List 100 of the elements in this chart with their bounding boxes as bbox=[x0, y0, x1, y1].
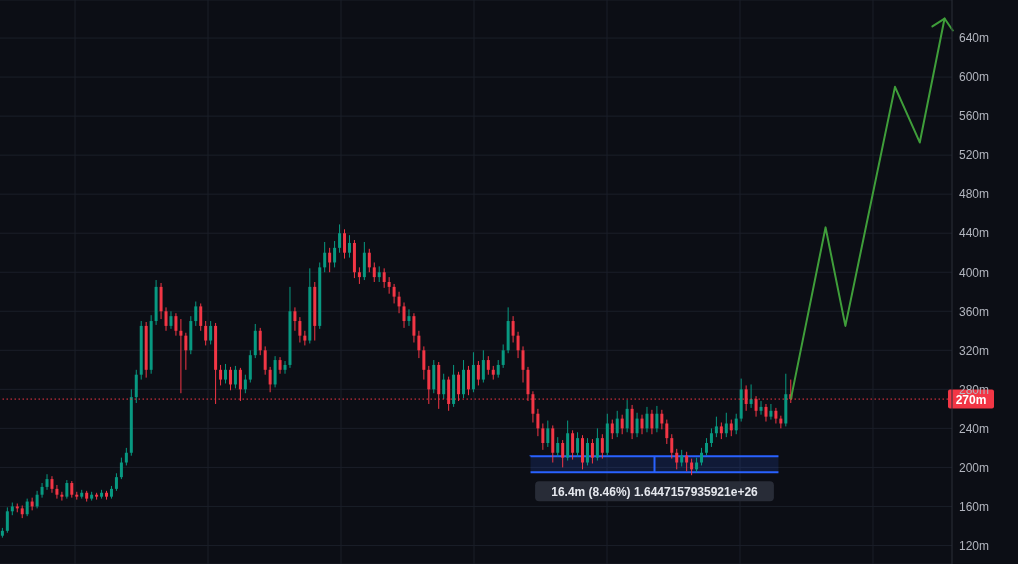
candlestick bbox=[224, 363, 228, 384]
candlestick bbox=[585, 437, 589, 466]
candlestick bbox=[650, 409, 654, 435]
candlestick bbox=[367, 248, 371, 273]
candlestick bbox=[709, 427, 713, 448]
y-tick-label: 480m bbox=[959, 187, 990, 202]
candlestick bbox=[283, 360, 287, 375]
candlestick bbox=[675, 448, 679, 470]
y-tick-label: 240m bbox=[959, 421, 990, 436]
candlestick bbox=[328, 247, 332, 273]
candlestick bbox=[665, 419, 669, 445]
candlestick bbox=[209, 320, 213, 345]
candlestick bbox=[486, 355, 490, 376]
candlestick bbox=[333, 240, 337, 268]
y-tick-label: 600m bbox=[959, 70, 990, 85]
candlestick bbox=[645, 406, 649, 433]
candlestick bbox=[511, 315, 515, 343]
candlestick bbox=[164, 306, 168, 332]
candlestick bbox=[194, 301, 198, 327]
candlestick bbox=[263, 345, 267, 376]
y-tick-label: 320m bbox=[959, 343, 990, 358]
candlestick bbox=[243, 374, 247, 394]
candlestick bbox=[610, 419, 614, 440]
candlestick bbox=[338, 223, 342, 254]
candlestick bbox=[298, 316, 302, 343]
candlestick bbox=[590, 438, 594, 464]
candlestick bbox=[382, 267, 386, 289]
candlestick bbox=[561, 439, 565, 468]
candlestick bbox=[392, 283, 396, 304]
candlestick bbox=[541, 422, 545, 451]
candlestick bbox=[174, 312, 178, 337]
candlestick bbox=[60, 491, 64, 502]
candlestick bbox=[466, 365, 470, 396]
candlestick bbox=[615, 410, 619, 438]
candlestick bbox=[759, 400, 763, 416]
candlestick bbox=[372, 261, 376, 283]
candlestick bbox=[422, 345, 426, 381]
candlestick bbox=[476, 360, 480, 386]
candlestick bbox=[734, 413, 738, 435]
candlestick bbox=[521, 345, 525, 384]
candlestick bbox=[501, 343, 505, 369]
candlestick bbox=[387, 276, 391, 295]
candlestick bbox=[184, 332, 188, 371]
candlestick bbox=[556, 436, 560, 458]
candlestick bbox=[516, 331, 520, 359]
candlestick bbox=[293, 306, 297, 332]
candlestick bbox=[576, 431, 580, 458]
y-tick-label: 200m bbox=[959, 460, 990, 475]
candlestick bbox=[620, 414, 624, 435]
candlestick bbox=[546, 420, 550, 448]
candlestick bbox=[481, 349, 485, 384]
candlestick bbox=[571, 429, 575, 461]
candlestick bbox=[134, 369, 138, 404]
candlestick bbox=[233, 365, 237, 389]
y-tick-label: 520m bbox=[959, 148, 990, 163]
y-tick-label: 400m bbox=[959, 265, 990, 280]
legend-label: 16.4m (8.46%) 1.6447157935921e+26 bbox=[551, 484, 759, 499]
candlestick bbox=[407, 308, 411, 327]
candlestick bbox=[258, 327, 262, 356]
candlestick bbox=[204, 320, 208, 346]
candlestick bbox=[442, 373, 446, 400]
y-tick-label: 160m bbox=[959, 499, 990, 514]
candlestick bbox=[412, 312, 416, 343]
candlestick bbox=[397, 291, 401, 314]
candlestick bbox=[40, 482, 44, 499]
candlestick bbox=[595, 427, 599, 462]
candlestick bbox=[228, 366, 232, 391]
candlestick bbox=[640, 414, 644, 435]
candlestick bbox=[119, 457, 123, 480]
candlestick bbox=[685, 451, 689, 472]
candlestick bbox=[179, 318, 183, 394]
candlestick bbox=[655, 405, 659, 433]
candlestick bbox=[268, 366, 272, 393]
y-tick-label: 120m bbox=[959, 538, 990, 553]
y-tick-label: 560m bbox=[959, 109, 990, 124]
y-tick-label: 640m bbox=[959, 31, 990, 46]
candlestick bbox=[45, 473, 49, 491]
candlestick bbox=[749, 383, 753, 409]
candlestick bbox=[769, 403, 773, 421]
candlestick bbox=[714, 416, 718, 438]
candlestick bbox=[323, 241, 327, 273]
y-tick-label: 360m bbox=[959, 304, 990, 319]
candlestick bbox=[670, 433, 674, 460]
candlestick bbox=[65, 479, 69, 500]
candlestick bbox=[724, 412, 728, 438]
candlestick bbox=[635, 412, 639, 438]
candlestick bbox=[625, 399, 629, 433]
candlestick bbox=[402, 301, 406, 329]
candlestick bbox=[600, 433, 604, 460]
candlestick bbox=[303, 330, 307, 346]
candlestick bbox=[660, 409, 664, 430]
candlestick bbox=[55, 484, 59, 500]
y-tick-label: 440m bbox=[959, 226, 990, 241]
candlestick bbox=[347, 234, 351, 259]
candlestick bbox=[219, 364, 223, 386]
candlestick bbox=[536, 408, 540, 437]
candlestick bbox=[199, 302, 203, 332]
candlestick bbox=[417, 330, 421, 359]
candlestick bbox=[5, 506, 9, 534]
candlestick bbox=[343, 228, 347, 260]
